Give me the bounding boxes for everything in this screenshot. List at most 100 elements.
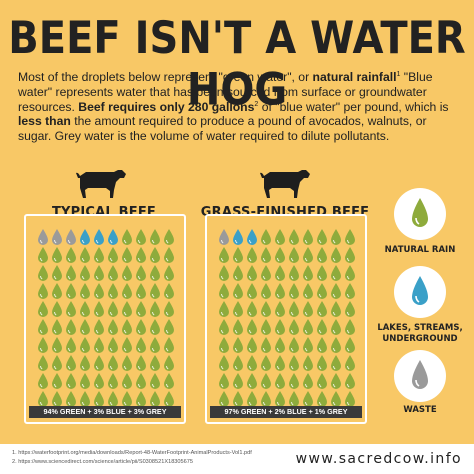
green-droplet-icon <box>64 246 78 264</box>
green-droplet-icon <box>64 264 78 282</box>
green-droplet-icon <box>245 246 259 264</box>
green-droplet-icon <box>162 264 176 282</box>
green-droplet-icon <box>329 354 343 372</box>
green-droplet-icon <box>162 282 176 300</box>
green-droplet-icon <box>287 264 301 282</box>
green-droplet-icon <box>162 246 176 264</box>
green-droplet-icon <box>36 264 50 282</box>
green-droplet-icon <box>273 354 287 372</box>
green-droplet-icon <box>134 246 148 264</box>
green-droplet-icon <box>301 282 315 300</box>
green-droplet-icon <box>231 372 245 390</box>
green-droplet-icon <box>217 336 231 354</box>
green-droplet-icon <box>106 282 120 300</box>
green-droplet-icon <box>329 390 343 408</box>
green-droplet-icon <box>120 264 134 282</box>
green-droplet-icon <box>329 246 343 264</box>
green-droplet-icon <box>120 372 134 390</box>
green-droplet-icon <box>315 246 329 264</box>
green-droplet-icon <box>64 372 78 390</box>
green-droplet-icon <box>301 336 315 354</box>
green-droplet-icon <box>78 390 92 408</box>
green-droplet-icon <box>120 282 134 300</box>
green-droplet-icon <box>64 354 78 372</box>
green-drop-icon <box>412 198 428 227</box>
green-droplet-icon <box>106 300 120 318</box>
natural-rain-badge <box>394 188 446 240</box>
green-droplet-icon <box>245 318 259 336</box>
green-droplet-icon <box>148 246 162 264</box>
green-droplet-icon <box>315 372 329 390</box>
green-droplet-icon <box>259 354 273 372</box>
green-droplet-icon <box>106 246 120 264</box>
green-droplet-icon <box>148 228 162 246</box>
green-droplet-icon <box>287 390 301 408</box>
green-droplet-icon <box>148 300 162 318</box>
legend-label-blue-water: LAKES, STREAMS, UNDERGROUND <box>377 323 463 344</box>
blue-droplet-icon <box>92 228 106 246</box>
green-droplet-icon <box>36 372 50 390</box>
green-droplet-icon <box>259 336 273 354</box>
panel-grass-finished: 97% GREEN + 2% BLUE + 1% GREY <box>205 214 367 424</box>
green-droplet-icon <box>259 228 273 246</box>
green-droplet-icon <box>148 372 162 390</box>
green-droplet-icon <box>36 318 50 336</box>
blue-droplet-icon <box>78 228 92 246</box>
green-droplet-icon <box>134 390 148 408</box>
green-droplet-icon <box>259 390 273 408</box>
legend-label-waste: WASTE <box>403 405 437 415</box>
green-droplet-icon <box>92 318 106 336</box>
grey-drop-icon <box>412 360 428 389</box>
green-droplet-icon <box>273 390 287 408</box>
green-droplet-icon <box>259 246 273 264</box>
green-droplet-icon <box>134 282 148 300</box>
green-droplet-icon <box>64 300 78 318</box>
green-droplet-icon <box>106 354 120 372</box>
green-droplet-icon <box>36 336 50 354</box>
grey-droplet-icon <box>36 228 50 246</box>
green-droplet-icon <box>231 336 245 354</box>
green-droplet-icon <box>78 318 92 336</box>
green-droplet-icon <box>329 264 343 282</box>
green-droplet-icon <box>287 336 301 354</box>
green-droplet-icon <box>273 372 287 390</box>
green-droplet-icon <box>134 372 148 390</box>
green-droplet-icon <box>92 264 106 282</box>
green-droplet-icon <box>134 336 148 354</box>
green-droplet-icon <box>273 318 287 336</box>
green-droplet-icon <box>217 318 231 336</box>
green-droplet-icon <box>343 336 357 354</box>
green-droplet-icon <box>36 282 50 300</box>
green-droplet-icon <box>92 354 106 372</box>
green-droplet-icon <box>245 300 259 318</box>
green-droplet-icon <box>245 282 259 300</box>
green-droplet-icon <box>50 282 64 300</box>
green-droplet-icon <box>287 372 301 390</box>
green-droplet-icon <box>231 282 245 300</box>
green-droplet-icon <box>231 318 245 336</box>
green-droplet-icon <box>162 372 176 390</box>
green-droplet-icon <box>78 300 92 318</box>
panel-title-typical: TYPICAL BEEF <box>51 205 156 220</box>
green-droplet-icon <box>259 264 273 282</box>
green-droplet-icon <box>259 372 273 390</box>
cow-icon-grass-finished <box>260 170 310 198</box>
green-droplet-icon <box>92 372 106 390</box>
page-title: BEEF ISN'T A WATER HOG <box>8 12 466 116</box>
green-droplet-icon <box>106 318 120 336</box>
legend-label-natural-rain: NATURAL RAIN <box>384 245 456 255</box>
green-droplet-icon <box>301 372 315 390</box>
green-droplet-icon <box>106 336 120 354</box>
green-droplet-icon <box>92 390 106 408</box>
footnote-1: 1. https://waterfootprint.org/media/down… <box>12 450 252 456</box>
green-droplet-icon <box>231 300 245 318</box>
green-droplet-icon <box>343 318 357 336</box>
green-droplet-icon <box>120 390 134 408</box>
green-droplet-icon <box>134 318 148 336</box>
green-droplet-icon <box>36 390 50 408</box>
website-link[interactable]: www.sacredcow.info <box>295 451 462 467</box>
green-droplet-icon <box>50 246 64 264</box>
green-droplet-icon <box>148 354 162 372</box>
green-droplet-icon <box>162 336 176 354</box>
green-droplet-icon <box>120 336 134 354</box>
